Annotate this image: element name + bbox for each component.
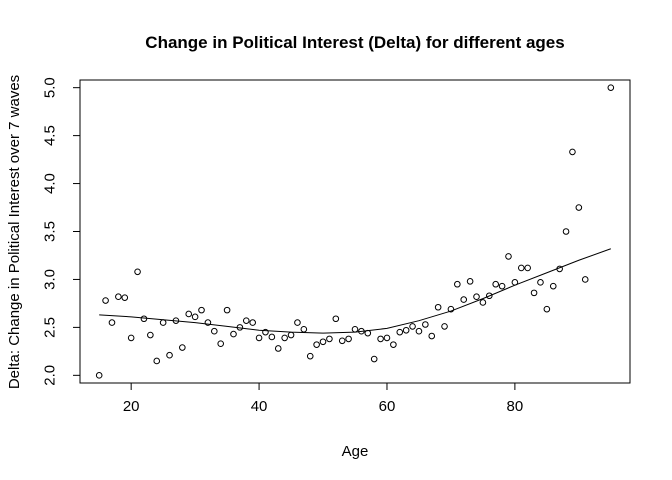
data-point: [345, 335, 352, 343]
x-axis-label: Age: [342, 443, 369, 460]
data-point: [454, 280, 461, 288]
data-point: [422, 321, 429, 328]
data-point: [332, 315, 340, 323]
data-point: [95, 372, 103, 379]
y-tick-label: 2.5: [42, 317, 59, 338]
data-point: [255, 334, 263, 342]
data-point: [517, 264, 525, 272]
data-point: [364, 329, 372, 337]
data-point: [575, 204, 583, 211]
y-axis-label: Delta: Change in Political Interest over…: [6, 75, 23, 389]
data-point: [492, 280, 499, 288]
data-point: [262, 328, 269, 336]
data-point: [511, 279, 519, 286]
data-point: [415, 327, 423, 335]
data-point: [249, 319, 256, 326]
data-point: [147, 331, 154, 339]
data-point: [204, 319, 212, 326]
data-point: [191, 313, 199, 321]
data-point: [441, 323, 448, 330]
data-point: [396, 328, 404, 336]
data-point: [473, 293, 480, 301]
data-point: [134, 268, 141, 276]
data-point: [313, 341, 320, 348]
data-point: [281, 334, 288, 342]
x-tick-label: 20: [123, 398, 140, 415]
data-point: [562, 228, 570, 235]
data-point: [319, 338, 327, 346]
data-point: [569, 148, 576, 156]
data-point: [338, 337, 346, 345]
data-point: [223, 306, 231, 314]
chart-title: Change in Political Interest (Delta) for…: [145, 33, 564, 52]
data-point: [274, 345, 282, 352]
data-point: [479, 299, 487, 306]
data-point: [102, 297, 109, 304]
smooth-fit-line: [99, 248, 611, 334]
data-point: [306, 352, 314, 360]
data-point: [294, 319, 301, 326]
data-point: [607, 84, 615, 91]
x-tick-label: 80: [507, 398, 524, 415]
data-point: [428, 332, 436, 340]
data-point: [409, 323, 416, 330]
y-tick-label: 3.0: [42, 269, 59, 290]
data-point: [166, 351, 173, 359]
data-point: [351, 326, 359, 333]
data-point: [358, 327, 365, 335]
data-point: [198, 306, 205, 314]
data-point: [268, 333, 276, 341]
data-point: [185, 310, 193, 318]
data-point: [556, 265, 563, 273]
data-point: [236, 324, 244, 331]
data-point: [402, 326, 410, 334]
data-point: [127, 334, 135, 342]
data-point: [383, 334, 391, 342]
y-tick-label: 3.5: [42, 221, 59, 242]
data-point: [370, 355, 378, 363]
plot-frame: [79, 79, 631, 384]
smooth-fit-layer: [99, 248, 611, 334]
y-axis: 2.0 2.5 3.0 3.5 4.0 4.5 5.0: [42, 77, 81, 386]
x-tick-label: 60: [379, 398, 396, 415]
x-axis: 20 40 60 80: [123, 382, 524, 415]
y-tick-label: 4.5: [42, 125, 59, 146]
data-point: [242, 317, 250, 324]
data-point: [390, 341, 397, 348]
data-point: [460, 296, 468, 303]
x-tick-label: 40: [251, 398, 268, 415]
data-point: [115, 293, 122, 301]
data-point: [377, 335, 384, 343]
data-point: [498, 282, 506, 290]
data-point: [326, 335, 333, 343]
data-point: [153, 357, 161, 365]
y-tick-label: 4.0: [42, 173, 59, 194]
data-point: [121, 294, 129, 301]
data-points-layer: [95, 84, 615, 379]
data-point: [159, 319, 167, 326]
data-point: [211, 327, 218, 335]
data-point: [217, 340, 224, 347]
data-point: [537, 279, 544, 286]
data-point: [549, 282, 557, 290]
data-point: [505, 253, 512, 260]
data-point: [486, 292, 493, 300]
data-point: [581, 276, 589, 283]
data-point: [140, 315, 148, 323]
data-point: [300, 326, 308, 333]
data-point: [447, 305, 455, 313]
data-point: [230, 330, 237, 338]
data-point: [524, 264, 531, 272]
data-point: [530, 289, 538, 297]
data-point: [179, 344, 186, 351]
y-tick-label: 2.0: [42, 365, 59, 386]
data-point: [434, 303, 442, 311]
data-point: [108, 319, 116, 326]
data-point: [287, 331, 295, 339]
y-tick-label: 5.0: [42, 77, 59, 98]
data-point: [466, 278, 474, 285]
data-point: [172, 317, 180, 324]
data-point: [543, 305, 551, 313]
